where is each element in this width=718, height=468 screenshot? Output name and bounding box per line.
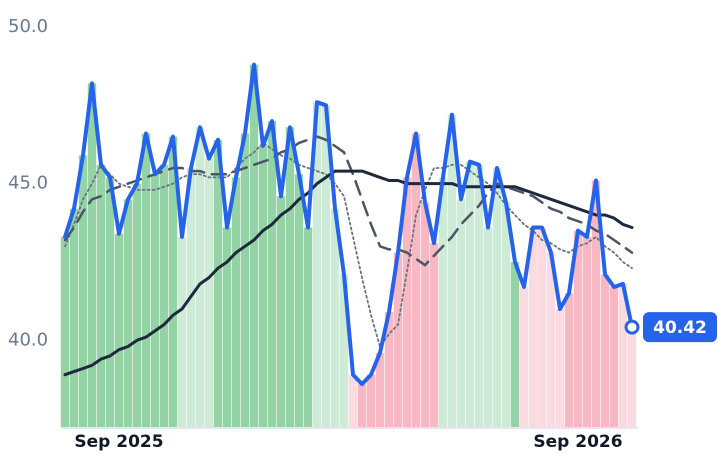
series-line [64,142,633,348]
area-bar [447,114,457,428]
area-bar [501,202,511,428]
area-bar [375,352,385,428]
area-bar [627,327,637,428]
area-bar [339,274,349,428]
area-bar [555,308,565,428]
x-tick-label: Sep 2026 [533,432,622,452]
area-bar [195,127,205,428]
area-bar [141,133,151,428]
area-bar [411,133,421,428]
area-bar [105,177,115,428]
area-bar [258,146,268,428]
area-bar [96,164,106,428]
area-bar [285,127,295,428]
area-bar [60,236,70,428]
series-line [63,62,634,387]
area-bar [150,174,160,428]
area-bar [591,180,601,428]
area-bar [159,164,169,428]
area-bar [330,208,340,428]
area-bar [600,274,610,428]
area-bar [393,252,403,428]
area-bar [312,102,322,428]
area-bar [429,243,439,428]
area-bar [510,261,520,428]
area-bar [474,164,484,428]
area-bar [519,287,529,428]
area-bar [465,161,475,428]
area-bar [294,174,304,428]
area-bar [456,199,466,428]
area-bar [303,227,313,428]
area-bar [213,139,223,428]
area-bar [528,227,538,428]
area-bar [546,252,556,428]
area-bar [582,236,592,428]
area-bar [357,384,367,428]
area-bar [321,105,331,428]
area-bar [240,133,250,428]
area-bar [231,177,241,428]
last-value-badge [643,312,717,343]
area-bar [564,293,574,428]
area-bar [537,227,547,428]
x-tick-label: Sep 2025 [74,432,163,452]
area-bar [249,64,259,428]
area-bar [366,374,376,428]
last-value-label: 40.42 [653,318,707,338]
area-bar [177,236,187,428]
last-point [624,319,640,335]
area-bar [267,120,277,428]
area-bar [384,312,394,428]
area-bar [492,167,502,428]
area-bar [573,230,583,428]
area-bar [222,227,232,428]
y-tick-label: 40.0 [8,329,48,350]
area-bar [402,177,412,428]
area-bar [78,155,88,428]
area-bar [420,202,430,428]
area-bar [123,199,133,428]
series-line [63,169,634,377]
area-bar [276,196,286,428]
y-tick-label: 50.0 [8,16,48,37]
area-bar [618,283,628,428]
area-bar [483,227,493,428]
area-bar [87,83,97,428]
area-bar [132,183,142,428]
series-line [63,135,634,267]
area-bar [168,136,178,428]
y-tick-label: 45.0 [8,173,48,194]
area-bar [114,233,124,428]
area-bar [438,177,448,428]
area-bar [609,287,619,428]
area-bar [204,158,214,428]
area-bar [69,208,79,428]
area-bar [348,374,358,428]
